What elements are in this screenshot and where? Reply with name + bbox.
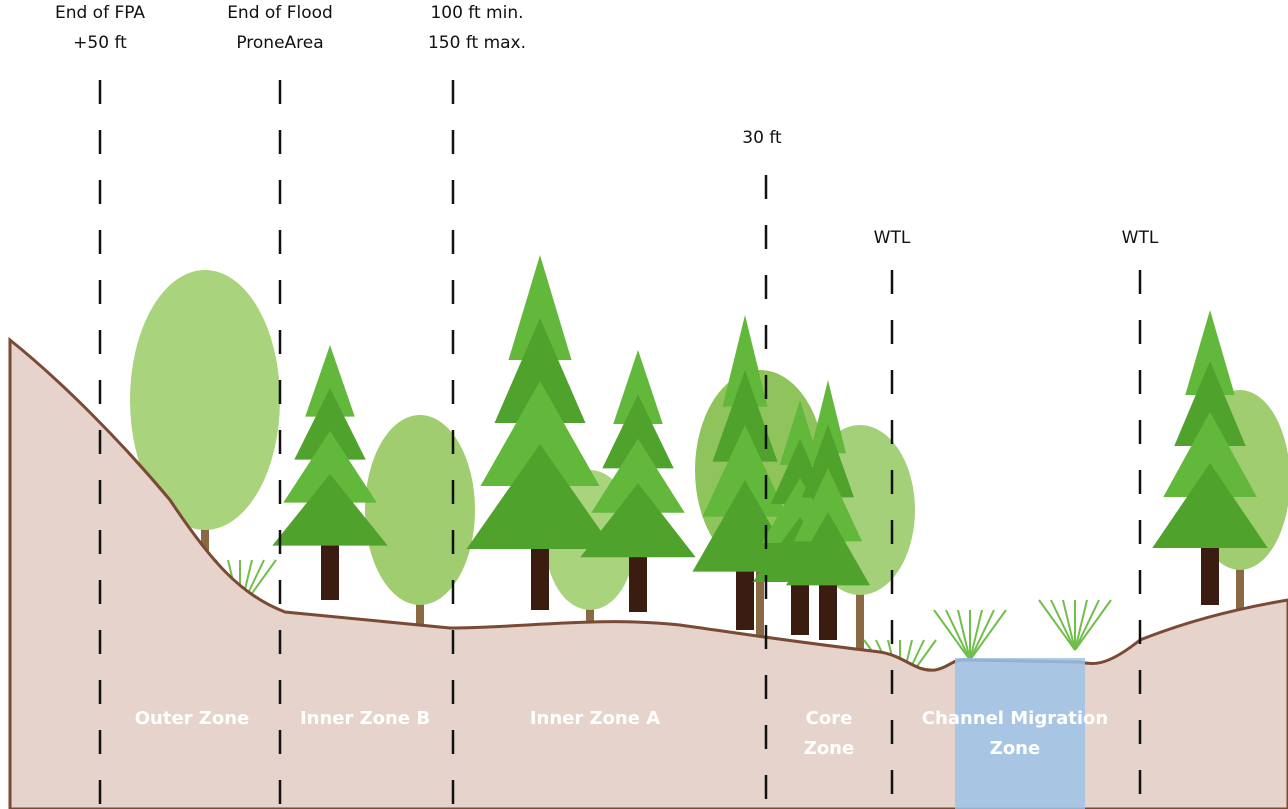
marker-label: End of Flood xyxy=(227,3,333,23)
riparian-diagram: End of FPA +50 ft End of Flood ProneArea 100… xyxy=(0,0,1288,809)
marker-label: 150 ft max. xyxy=(428,33,526,53)
zone-label: Inner Zone B xyxy=(300,708,430,729)
zone-label: Outer Zone xyxy=(135,708,250,729)
tree-crown xyxy=(365,415,475,605)
zone-label: Zone xyxy=(804,738,854,759)
zone-label: Inner Zone A xyxy=(530,708,660,729)
marker-label: 30 ft xyxy=(742,128,782,148)
zone-label: Zone xyxy=(990,738,1040,759)
marker-label: ProneArea xyxy=(236,33,323,53)
zone-label: Channel Migration xyxy=(922,708,1108,729)
marker-label: WTL xyxy=(1122,228,1159,248)
marker-label: End of FPA xyxy=(55,3,145,23)
marker-label: 100 ft min. xyxy=(430,3,523,23)
marker-label: +50 ft xyxy=(73,33,127,53)
zone-label: Core xyxy=(806,708,853,729)
water-channel xyxy=(955,658,1085,809)
marker-label: WTL xyxy=(874,228,911,248)
